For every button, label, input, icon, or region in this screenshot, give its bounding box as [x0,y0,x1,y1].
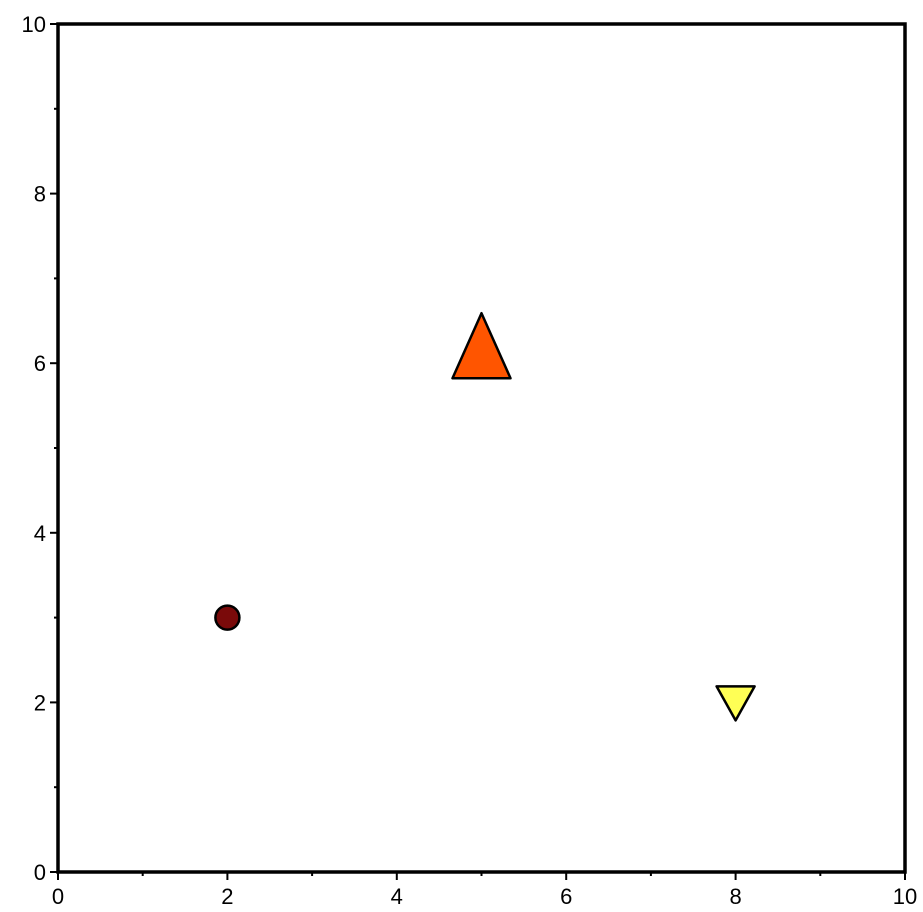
triangle-up-point [451,311,512,380]
plot-frame [56,22,907,874]
circle-point [214,604,241,631]
x-tick-label: 6 [560,884,572,909]
y-tick-label: 2 [34,690,46,715]
axis-tick-labels: 0 2 4 6 8 10 0 2 4 6 8 10 [22,12,918,909]
y-tick-label: 10 [22,12,46,37]
x-tick-label: 10 [893,884,917,909]
x-tick-label: 8 [729,884,741,909]
y-tick-label: 0 [34,860,46,885]
axis-ticks [50,23,906,880]
y-tick-label: 6 [34,351,46,376]
x-tick-label: 2 [221,884,233,909]
x-tick-label: 0 [52,884,64,909]
y-tick-label: 8 [34,182,46,207]
y-tick-label: 4 [34,521,46,546]
triangle-down-point [715,685,756,722]
x-tick-label: 4 [391,884,403,909]
data-points [214,311,756,722]
